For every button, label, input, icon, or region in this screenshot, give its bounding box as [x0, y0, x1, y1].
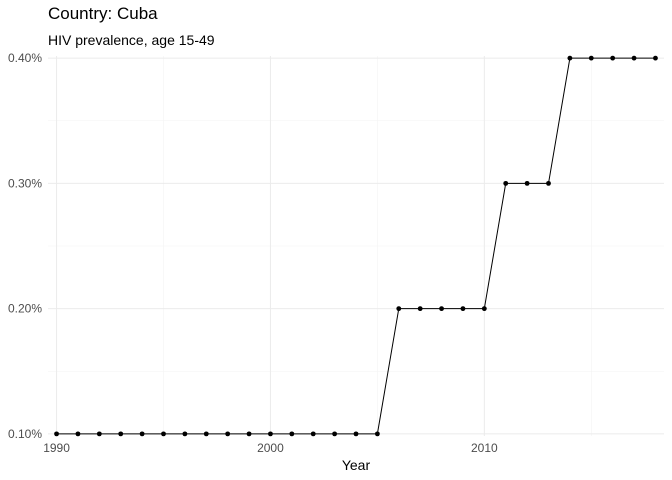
y-tick-label: 0.10%: [8, 427, 42, 441]
data-point: [246, 431, 252, 437]
data-point: [481, 306, 487, 312]
x-tick-label: 2000: [257, 441, 284, 455]
data-point: [182, 431, 188, 437]
data-point: [396, 306, 402, 312]
data-point: [439, 306, 444, 312]
data-point: [54, 431, 59, 437]
data-point: [546, 180, 551, 186]
data-point: [631, 55, 637, 61]
data-point: [161, 431, 166, 437]
chart-title: Country: Cuba: [48, 4, 158, 23]
x-axis-ticks: 1990 2000 2010: [43, 441, 498, 455]
data-point: [588, 55, 594, 61]
data-point: [653, 55, 658, 61]
data-point: [310, 431, 316, 437]
x-tick-label: 2010: [471, 441, 498, 455]
data-point: [203, 431, 209, 437]
data-point: [460, 306, 466, 312]
data-point: [225, 431, 231, 437]
data-point: [139, 431, 145, 437]
data-point: [503, 180, 509, 186]
y-tick-label: 0.30%: [8, 176, 42, 190]
data-point: [610, 55, 616, 61]
x-tick-label: 1990: [43, 441, 70, 455]
data-point: [75, 431, 81, 437]
data-point: [374, 431, 380, 437]
series-layer: [54, 55, 658, 437]
chart-subtitle: HIV prevalence, age 15-49: [48, 32, 215, 48]
data-point: [96, 431, 102, 437]
x-axis-title: Year: [342, 457, 371, 473]
data-point: [524, 180, 530, 186]
data-point: [353, 431, 359, 437]
data-point: [268, 431, 273, 437]
data-point: [289, 431, 295, 437]
data-point: [332, 431, 338, 437]
data-point: [567, 55, 573, 61]
data-point: [417, 306, 423, 312]
y-tick-label: 0.40%: [8, 51, 42, 65]
data-point: [118, 431, 124, 437]
minor-gridlines: [48, 56, 664, 436]
y-axis-ticks: 0.10% 0.20% 0.30% 0.40%: [8, 51, 42, 441]
y-tick-label: 0.20%: [8, 302, 42, 316]
